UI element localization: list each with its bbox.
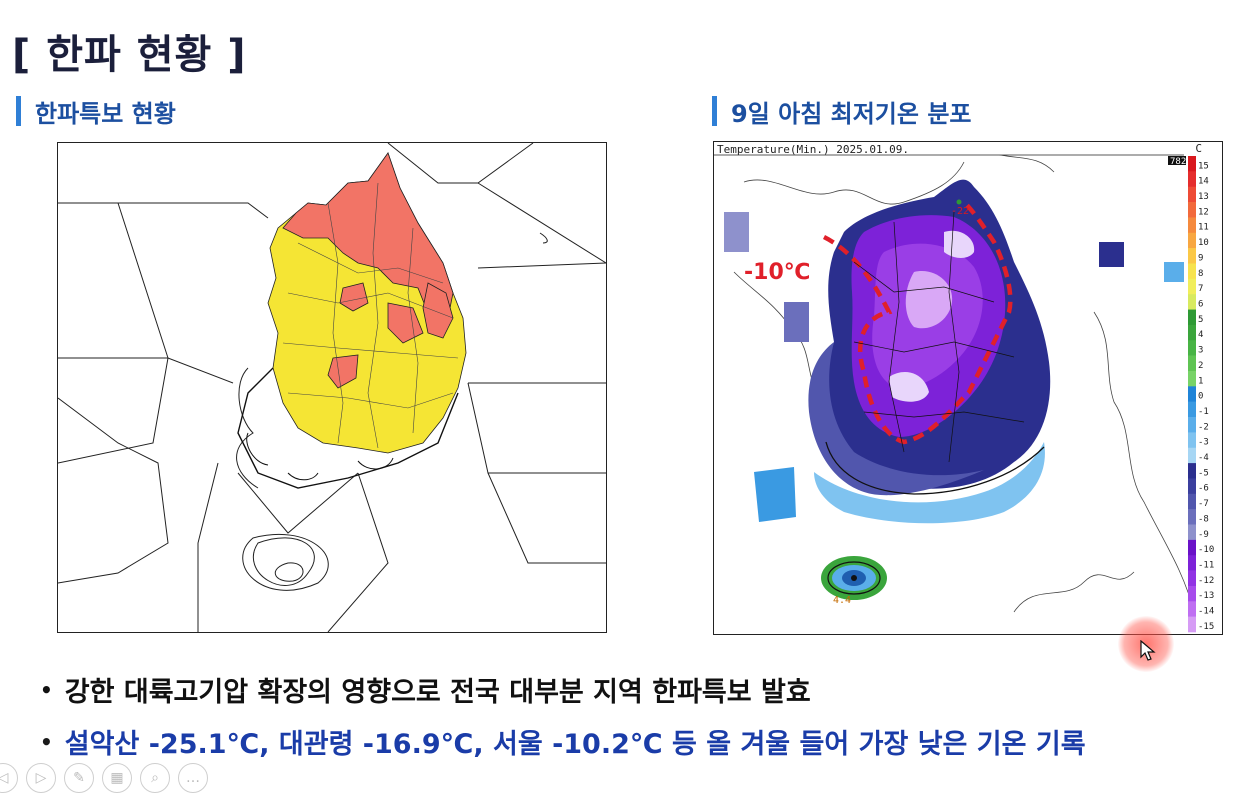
- min-temperature-map: -22 15 14 13 12 11 10 9 8 7 6 5 4 3 2 1 0 -1 -2 -3 -4 -5 -6 -7…: [713, 141, 1223, 635]
- scale-tick-label: 7: [1198, 284, 1203, 294]
- scale-tick-label: 12: [1198, 207, 1209, 217]
- scale-swatch: [1188, 616, 1196, 633]
- section-title-temperature-label: 9일 아침 최저기온 분포: [731, 99, 972, 128]
- scale-tick-label: 14: [1198, 177, 1209, 187]
- scale-tick-label: -11: [1198, 561, 1214, 571]
- scale-swatch: [1188, 248, 1196, 264]
- bullet-dot: •: [40, 729, 53, 754]
- temperature-map-graphic: -22 1514131211109876543210-1-2-3-4-5-6-7…: [714, 142, 1222, 634]
- scale-swatch: [1188, 555, 1196, 571]
- scale-swatch: [1188, 386, 1196, 402]
- scale-swatch: [1188, 186, 1196, 203]
- scale-tick-label: 4: [1198, 330, 1203, 340]
- bullet-1: • 강한 대륙고기압 확장의 영향으로 전국 대부분 지역 한파특보 발효: [40, 670, 811, 709]
- mouse-pointer-icon: [1140, 640, 1156, 661]
- scale-swatch: [1188, 217, 1196, 234]
- scale-swatch: [1188, 340, 1196, 356]
- scale-tick-label: -12: [1198, 576, 1214, 586]
- scale-swatch: [1188, 478, 1196, 495]
- scale-swatch: [1188, 309, 1196, 326]
- scale-swatch: [1188, 463, 1196, 479]
- scale-swatch: [1188, 401, 1196, 418]
- scale-tick-label: 5: [1198, 315, 1203, 325]
- slideshow-toolbar: ◁ ▷ ✎ ▦ ⌕ …: [0, 763, 208, 793]
- scale-swatch: [1188, 493, 1196, 510]
- scale-tick-label: 15: [1198, 161, 1209, 171]
- temperature-color-scale: 1514131211109876543210-1-2-3-4-5-6-7-8-9…: [1188, 156, 1214, 633]
- scale-swatch: [1188, 585, 1196, 602]
- section-title-temperature: 9일 아침 최저기온 분포: [712, 95, 972, 128]
- scale-swatch: [1188, 539, 1196, 556]
- pen-icon[interactable]: ✎: [64, 763, 94, 793]
- scale-swatch: [1188, 263, 1196, 280]
- scale-tick-label: -1: [1198, 407, 1209, 417]
- scale-tick-label: 10: [1198, 238, 1209, 248]
- scale-tick-label: 13: [1198, 192, 1209, 202]
- scale-swatch: [1188, 156, 1196, 172]
- scale-swatch: [1188, 202, 1196, 218]
- scale-swatch: [1188, 294, 1196, 310]
- section-marker: [16, 96, 21, 126]
- scale-tick-label: -5: [1198, 468, 1209, 478]
- bullet-dot: •: [40, 677, 53, 702]
- warning-map-graphic: [58, 143, 606, 632]
- scale-tick-label: 6: [1198, 299, 1203, 309]
- scale-tick-label: 8: [1198, 269, 1203, 279]
- prev-icon[interactable]: ◁: [0, 763, 18, 793]
- scale-tick-label: 3: [1198, 346, 1203, 356]
- cursor-highlight: [1118, 616, 1174, 672]
- scale-swatch: [1188, 232, 1196, 249]
- section-title-warning: 한파특보 현황: [16, 95, 176, 128]
- slides-icon[interactable]: ▦: [102, 763, 132, 793]
- scale-swatch: [1188, 432, 1196, 449]
- scale-tick-label: 11: [1198, 223, 1209, 233]
- section-title-warning-label: 한파특보 현황: [35, 99, 176, 128]
- scale-swatch: [1188, 447, 1196, 464]
- scale-badge: 782: [1170, 157, 1186, 167]
- scale-tick-label: -13: [1198, 591, 1214, 601]
- bullet-2: • 설악산 -25.1℃, 대관령 -16.9℃, 서울 -10.2℃ 등 올 …: [40, 722, 1086, 761]
- scale-swatch: [1188, 370, 1196, 387]
- scale-swatch: [1188, 171, 1196, 188]
- scale-swatch: [1188, 524, 1196, 541]
- scale-swatch: [1188, 417, 1196, 433]
- bullet-1-text: 강한 대륙고기압 확장의 영향으로 전국 대부분 지역 한파특보 발효: [64, 677, 811, 708]
- scale-swatch: [1188, 570, 1196, 587]
- bullet-2-text: 설악산 -25.1℃, 대관령 -16.9℃, 서울 -10.2℃ 등 올 겨울…: [64, 729, 1086, 760]
- scale-tick-label: -3: [1198, 438, 1209, 448]
- scale-tick-label: -7: [1198, 499, 1209, 509]
- scale-tick-label: 2: [1198, 361, 1203, 371]
- play-icon[interactable]: ▷: [26, 763, 56, 793]
- section-marker: [712, 96, 717, 126]
- scale-tick-label: 0: [1198, 392, 1203, 402]
- minus10-contour-label: -10℃: [744, 260, 811, 285]
- scale-tick-label: -2: [1198, 422, 1209, 432]
- scale-tick-label: 1: [1198, 376, 1203, 386]
- cold-wave-warning-map: [57, 142, 607, 633]
- scale-tick-label: -8: [1198, 514, 1209, 524]
- slide-title: [ 한파 현황 ]: [12, 32, 247, 78]
- scale-tick-label: -15: [1198, 622, 1214, 632]
- more-icon[interactable]: …: [178, 763, 208, 793]
- scale-swatch: [1188, 509, 1196, 525]
- scale-tick-label: -4: [1198, 453, 1209, 463]
- scale-tick-label: -9: [1198, 530, 1209, 540]
- map-header: Temperature(Min.) 2025.01.09.: [717, 143, 910, 156]
- scale-tick-label: 9: [1198, 253, 1203, 263]
- scale-tick-label: -14: [1198, 607, 1214, 617]
- zoom-icon[interactable]: ⌕: [140, 763, 170, 793]
- scale-unit: C: [1195, 142, 1202, 155]
- scale-swatch: [1188, 278, 1196, 295]
- scale-swatch: [1188, 601, 1196, 617]
- station-temp-label: 4.4: [833, 595, 852, 606]
- scale-tick-label: -10: [1198, 545, 1214, 555]
- top-temp-label: -22: [951, 206, 969, 217]
- scale-swatch: [1188, 324, 1196, 341]
- scale-swatch: [1188, 355, 1196, 372]
- scale-tick-label: -6: [1198, 484, 1209, 494]
